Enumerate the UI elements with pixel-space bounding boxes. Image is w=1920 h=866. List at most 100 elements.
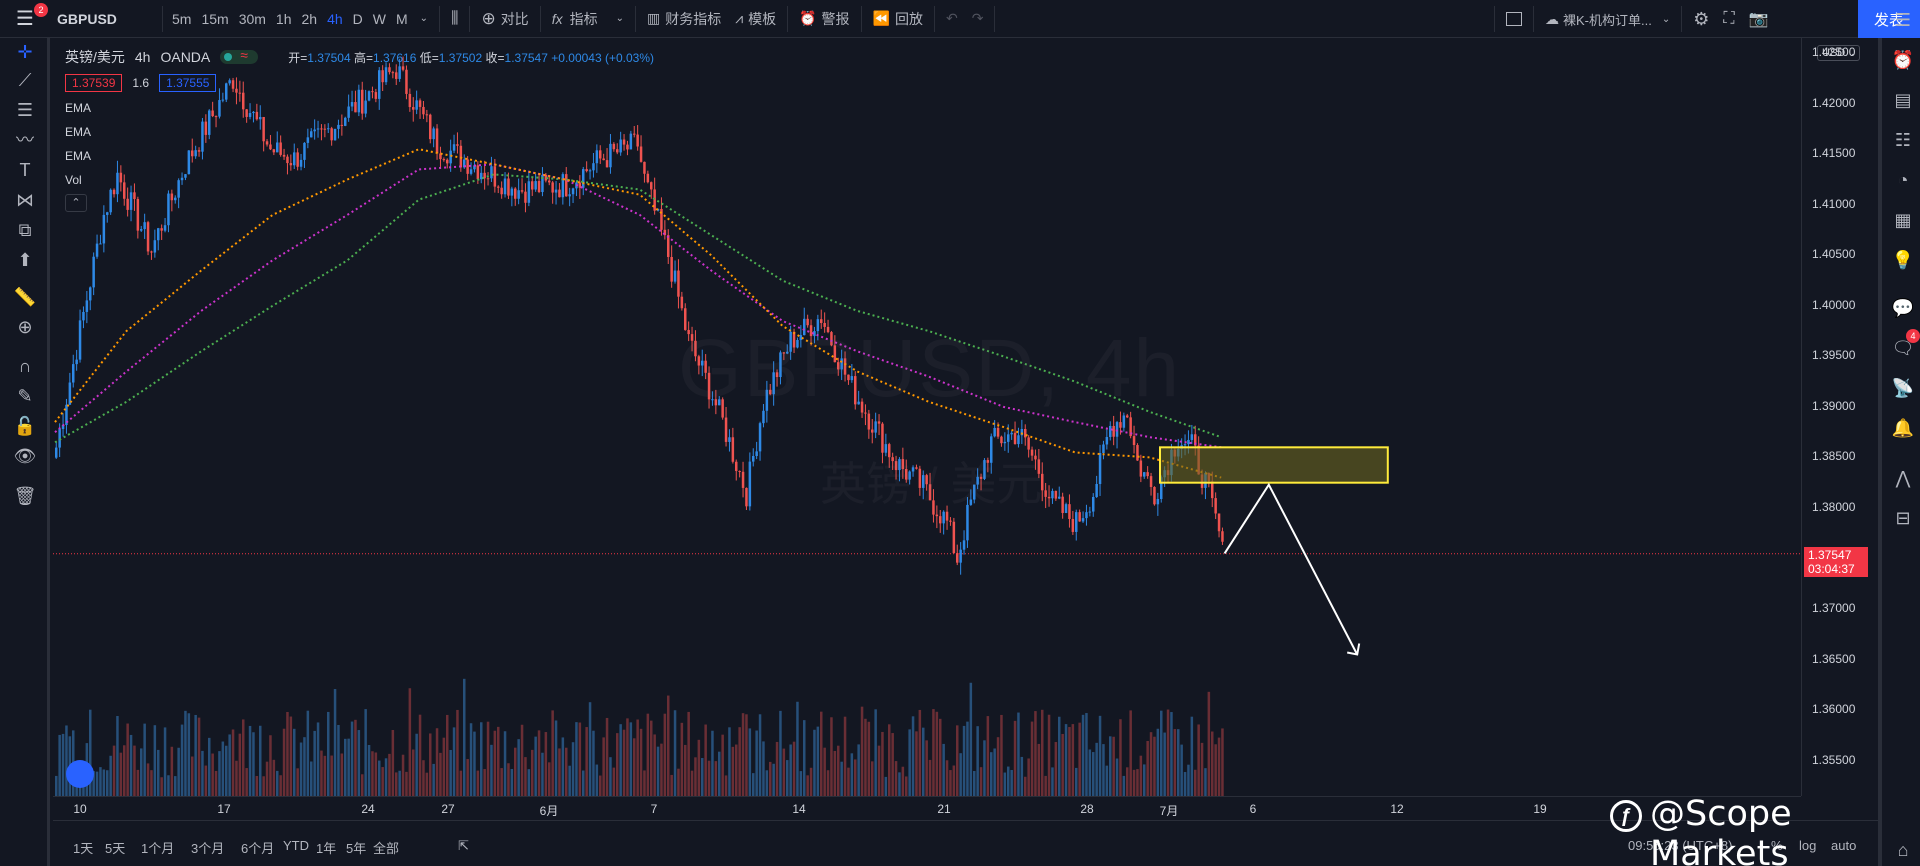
range-button-2[interactable]: 1个月	[141, 841, 175, 856]
financials-button[interactable]: ▥ 财务指标	[640, 0, 728, 38]
layout-select-button[interactable]	[1499, 0, 1529, 38]
candle-body	[1030, 449, 1034, 456]
crosshair-icon[interactable]: ✛	[17, 42, 33, 62]
interval-2h[interactable]: 2h	[301, 10, 318, 27]
fullscreen-icon: ⛶	[1723, 10, 1735, 27]
range-button-6[interactable]: 1年	[316, 841, 337, 856]
symbol-search-button[interactable]: GBPUSD	[57, 10, 117, 27]
magnet-icon[interactable]: ∩	[18, 356, 32, 376]
interval-5m[interactable]: 5m	[172, 10, 192, 27]
interval-dropdown-button[interactable]: ⌄	[413, 0, 435, 38]
lock-drawing-icon[interactable]: ✎	[17, 386, 33, 406]
interval-15m[interactable]: 15m	[201, 10, 229, 27]
candle-body	[469, 169, 473, 174]
trend-line-icon[interactable]: ⟋	[18, 70, 32, 90]
go-to-date-button[interactable]: ⇱	[458, 838, 469, 854]
legend-pair[interactable]: 英镑/美元	[65, 49, 125, 65]
range-button-0[interactable]: 1天	[73, 841, 94, 856]
notifications-icon[interactable]: 🔔	[1891, 418, 1915, 438]
candle-body	[952, 521, 956, 554]
buy-price-button[interactable]: 1.37555	[159, 74, 217, 92]
data-window-icon[interactable]: ☷	[1894, 130, 1912, 150]
prediction-icon[interactable]: ⧉	[18, 220, 32, 240]
ideas-icon[interactable]: 💡	[1891, 250, 1915, 270]
more-icon[interactable]: ⌂	[1897, 840, 1909, 860]
settings-button[interactable]: ⚙	[1686, 0, 1716, 38]
interval-d[interactable]: D	[352, 10, 363, 27]
candle-body	[289, 163, 293, 166]
interval-w[interactable]: W	[372, 10, 386, 27]
range-button-4[interactable]: 6个月	[241, 841, 275, 856]
main-menu-button[interactable]: ☰ 2	[0, 0, 50, 38]
tradingview-logo[interactable]	[66, 760, 94, 788]
pattern-icon[interactable]: ⋈	[16, 190, 34, 210]
candle-body	[350, 102, 354, 107]
brush-icon[interactable]: 〰	[16, 130, 34, 150]
log-scale-toggle[interactable]: log	[1799, 838, 1817, 853]
text-icon[interactable]: T	[19, 160, 31, 180]
news-icon[interactable]: ▤	[1894, 90, 1912, 110]
range-button-7[interactable]: 5年	[346, 841, 367, 856]
compare-button[interactable]: ⊕ 对比	[474, 0, 535, 38]
range-button-3[interactable]: 3个月	[191, 841, 225, 856]
time-axis[interactable]: 10 17 24 27 6月 7 14 21 28 7月 6 12 19	[53, 796, 1801, 820]
ruler-icon[interactable]: 📏	[13, 287, 37, 307]
zoom-in-icon[interactable]: ⊕	[17, 317, 33, 337]
auto-scale-toggle[interactable]: auto	[1831, 838, 1857, 853]
projection-arrow	[1223, 482, 1359, 655]
interval-30m[interactable]: 30m	[238, 10, 266, 27]
interval-m[interactable]: M	[396, 10, 408, 27]
range-button-1[interactable]: 5天	[105, 841, 126, 856]
lock-icon[interactable]: 🔓	[13, 416, 37, 436]
redo-button[interactable]: ↷	[965, 0, 991, 38]
replay-button[interactable]: ⏪ 回放	[866, 0, 930, 38]
hotlist-icon[interactable]: ◔	[1897, 170, 1909, 190]
indicator-ema-2[interactable]: EMA	[65, 125, 92, 139]
price-axis[interactable]: USD ⌄ 1.42500 1.42000 1.41500 1.41000 1.4050…	[1801, 38, 1878, 796]
alert-button[interactable]: ⏰ 警报	[792, 0, 856, 38]
watchlist-icon[interactable]: ☰	[1894, 10, 1912, 30]
indicator-ema-1[interactable]: EMA	[65, 101, 92, 115]
percent-scale-toggle[interactable]: %	[1771, 838, 1783, 853]
chart-svg[interactable]	[53, 38, 1801, 796]
templates-button[interactable]: ⩘ 模板	[728, 0, 783, 38]
order-panel-icon[interactable]: ⋀	[1895, 468, 1911, 488]
collapse-legend-button[interactable]: ⌃	[65, 194, 87, 212]
snapshot-button[interactable]: 📷	[1742, 0, 1776, 38]
volume-bar	[1000, 714, 1003, 796]
range-button-8[interactable]: 全部	[373, 841, 400, 856]
eye-icon[interactable]: 👁	[13, 446, 37, 466]
horizontal-lines-icon[interactable]: ☰	[16, 100, 34, 120]
calendar-jump-icon: ⇱	[458, 838, 469, 853]
alert-label: 警报	[821, 10, 850, 27]
candle-body	[72, 364, 75, 383]
candle-body	[789, 331, 792, 352]
undo-button[interactable]: ↶	[939, 0, 965, 38]
indicator-volume[interactable]: Vol	[65, 173, 82, 187]
range-button-5[interactable]: YTD	[283, 838, 309, 853]
arrow-up-icon[interactable]: ⬆	[17, 250, 33, 270]
interval-1h[interactable]: 1h	[275, 10, 292, 27]
clock-display[interactable]: 09:55:23 (UTC+8)	[1628, 838, 1733, 853]
signals-icon[interactable]: 📡	[1891, 378, 1915, 398]
save-layout-button[interactable]: ☁ 裸K-机构订单... ⌄	[1538, 0, 1677, 38]
candle-body	[306, 137, 310, 143]
volume-bar	[1102, 744, 1105, 796]
market-status-toggle[interactable]	[220, 47, 259, 64]
streams-icon[interactable]: 🗨	[1891, 338, 1915, 358]
publish-button[interactable]: 发表	[1858, 0, 1920, 38]
interval-4h[interactable]: 4h	[327, 10, 343, 27]
dom-icon[interactable]: ⊟	[1895, 508, 1911, 528]
sell-price-button[interactable]: 1.37539	[65, 74, 123, 92]
fullscreen-button[interactable]: ⛶	[1716, 0, 1741, 38]
chart-pane[interactable]	[53, 38, 1801, 796]
indicators-button[interactable]: fx 指标 ⌄	[545, 0, 631, 38]
chat-icon[interactable]: 💬	[1891, 298, 1915, 318]
chart-type-button[interactable]: ⫼	[444, 0, 465, 38]
calendar-icon[interactable]: ▦	[1894, 210, 1912, 230]
indicator-ema-3[interactable]: EMA	[65, 149, 92, 163]
alarm-icon[interactable]: ⏰	[1891, 50, 1915, 70]
currency-selector[interactable]: USD ⌄	[1817, 45, 1861, 61]
trash-icon[interactable]: 🗑	[13, 486, 37, 506]
bid-ask-row: 1.37539 1.6 1.37555	[65, 74, 654, 92]
